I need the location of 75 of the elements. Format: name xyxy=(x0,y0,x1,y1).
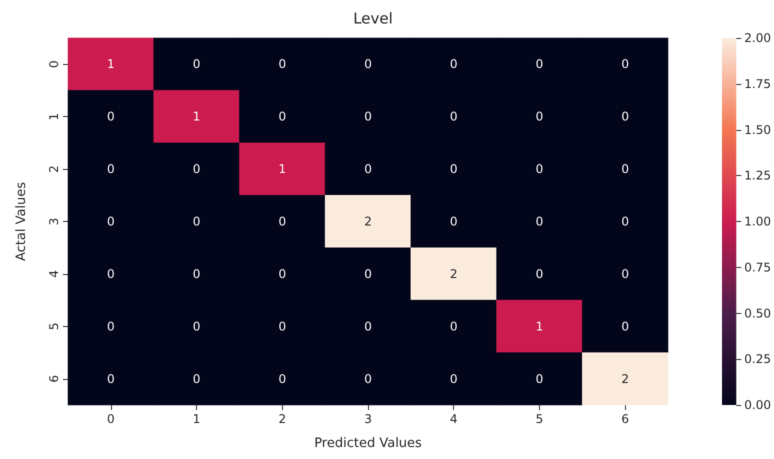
data-label: 0 xyxy=(192,372,200,386)
data-label: 1 xyxy=(107,57,115,72)
y-tick-label: 6 xyxy=(47,374,61,383)
data-label: 0 xyxy=(107,110,115,124)
data-label: 0 xyxy=(621,162,629,176)
data-label: 0 xyxy=(450,162,458,176)
data-label: 2 xyxy=(364,214,372,228)
x-tick-label: 5 xyxy=(536,412,544,426)
data-label: 0 xyxy=(107,266,115,281)
y-axis-title: Actal Values xyxy=(14,182,29,262)
x-tick-label: 0 xyxy=(107,412,115,426)
data-label: 0 xyxy=(536,372,544,386)
color-bar-label: 0.25 xyxy=(744,352,771,366)
data-label: 0 xyxy=(450,214,458,228)
data-label: 0 xyxy=(278,266,286,281)
data-label: 0 xyxy=(192,57,200,72)
color-bar-label: 2.00 xyxy=(744,31,771,45)
color-bar-label: 0.50 xyxy=(744,306,771,320)
data-label: 1 xyxy=(536,319,544,334)
x-tick-label: 4 xyxy=(450,412,458,426)
data-label: 0 xyxy=(278,214,286,228)
data-label: 0 xyxy=(621,214,629,228)
data-label: 0 xyxy=(364,57,372,72)
data-label: 0 xyxy=(192,162,200,176)
data-label: 0 xyxy=(450,110,458,124)
data-label: 0 xyxy=(107,372,115,386)
color-bar-label: 0.75 xyxy=(744,260,771,274)
data-label: 2 xyxy=(450,266,458,281)
x-tick-label: 6 xyxy=(621,412,629,426)
data-label: 0 xyxy=(364,266,372,281)
data-label: 0 xyxy=(364,372,372,386)
color-bar-label: 0.00 xyxy=(744,398,771,412)
y-tick-label: 5 xyxy=(47,322,61,330)
y-tick-label: 0 xyxy=(47,60,61,68)
x-axis-title: Predicted Values xyxy=(314,436,422,451)
data-label: 0 xyxy=(536,110,544,124)
x-tick-label: 1 xyxy=(192,412,200,426)
data-label: 0 xyxy=(278,319,286,334)
data-label: 0 xyxy=(621,110,629,124)
y-tick-label: 3 xyxy=(47,218,61,226)
data-label: 0 xyxy=(192,266,200,281)
color-bar-label: 1.75 xyxy=(744,76,771,91)
x-tick-label: 3 xyxy=(364,412,372,426)
data-label: 0 xyxy=(364,319,372,334)
data-label: 0 xyxy=(450,372,458,386)
data-label: 0 xyxy=(192,214,200,228)
data-label: 0 xyxy=(278,372,286,386)
data-label: 0 xyxy=(450,319,458,334)
y-tick-label: 2 xyxy=(47,165,61,173)
data-label: 1 xyxy=(192,110,200,124)
data-label: 0 xyxy=(536,214,544,228)
data-label: 0 xyxy=(107,214,115,228)
data-label: 0 xyxy=(536,57,544,72)
data-label: 0 xyxy=(536,162,544,176)
y-tick-label: 1 xyxy=(47,112,61,120)
chart-title: Level xyxy=(353,10,393,28)
data-label: 0 xyxy=(278,110,286,124)
data-label: 0 xyxy=(364,162,372,176)
data-label: 0 xyxy=(107,319,115,334)
data-label: 2 xyxy=(621,372,629,386)
color-bar-label: 1.25 xyxy=(744,168,771,183)
data-label: 0 xyxy=(621,266,629,281)
color-bar-label: 1.50 xyxy=(744,122,771,137)
data-label: 0 xyxy=(278,57,286,72)
x-tick-label: 2 xyxy=(278,412,286,426)
y-tick-label: 4 xyxy=(47,270,61,278)
data-label: 0 xyxy=(192,319,200,334)
data-label: 0 xyxy=(107,162,115,176)
data-label: 0 xyxy=(621,57,629,72)
data-label: 1 xyxy=(278,162,286,176)
data-label: 0 xyxy=(450,57,458,72)
color-bar-label: 1.00 xyxy=(744,214,771,228)
data-label: 0 xyxy=(621,319,629,334)
data-label: 0 xyxy=(536,266,544,281)
data-label: 0 xyxy=(364,110,372,124)
